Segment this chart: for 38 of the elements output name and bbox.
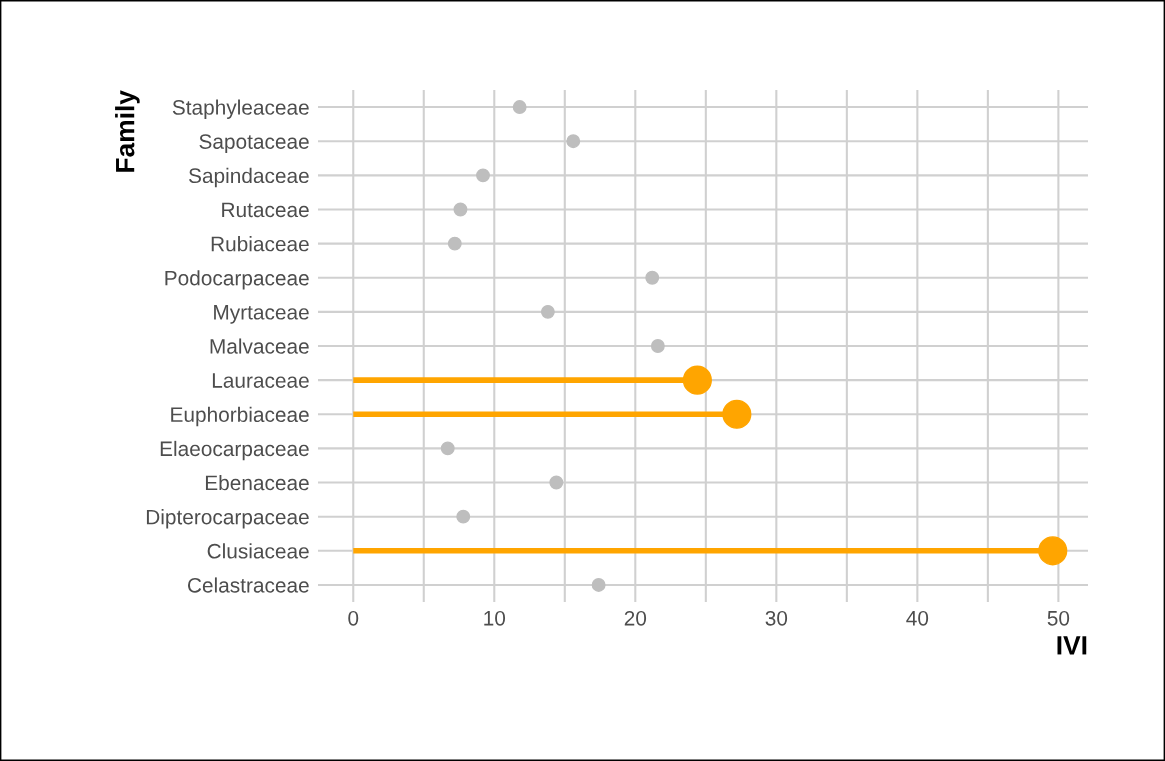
x-tick-label: 20 xyxy=(624,610,647,626)
y-tick-label: Euphorbiaceae xyxy=(171,406,309,427)
x-tick-label: 10 xyxy=(484,610,506,626)
y-tick-label: Celastraceae xyxy=(187,577,309,593)
y-tick-label: Malvaceae xyxy=(210,338,309,354)
x-axis-title: IVI xyxy=(1057,636,1087,655)
point xyxy=(456,509,471,524)
point xyxy=(722,399,752,429)
point xyxy=(453,202,468,217)
point xyxy=(591,577,606,592)
y-tick-label: Myrtaceae xyxy=(214,305,309,324)
y-tick-label: Podocarpaceae xyxy=(165,270,309,290)
x-tick-label: 0 xyxy=(348,610,359,626)
point xyxy=(447,236,462,251)
point xyxy=(549,475,564,490)
point xyxy=(540,304,555,319)
point xyxy=(566,134,581,149)
x-tick-label: 50 xyxy=(1047,610,1070,626)
y-tick-label: Sapotaceae xyxy=(199,134,309,154)
y-tick-label: Dipterocarpaceae xyxy=(146,509,309,529)
x-tick-label: 40 xyxy=(906,610,929,626)
y-tick-label: Elaeocarpaceae xyxy=(160,440,309,461)
point xyxy=(682,365,712,395)
y-tick-label: Rubiaceae xyxy=(211,236,309,252)
y-tick-label: Sapindaceae xyxy=(188,167,309,188)
y-tick-label: Ebenaceae xyxy=(205,474,309,491)
point xyxy=(512,100,527,115)
point xyxy=(1038,536,1068,566)
point xyxy=(440,441,455,456)
point xyxy=(476,168,490,183)
y-tick-label: Clusiaceae xyxy=(207,543,309,559)
x-tick-label: 30 xyxy=(765,610,788,626)
point xyxy=(645,270,660,285)
y-tick-label: Rutaceae xyxy=(222,202,309,218)
y-axis-title: Family xyxy=(115,90,140,172)
point xyxy=(650,339,665,353)
y-tick-label: Staphyleaceae xyxy=(172,99,309,119)
y-tick-label: Lauraceae xyxy=(212,373,309,388)
